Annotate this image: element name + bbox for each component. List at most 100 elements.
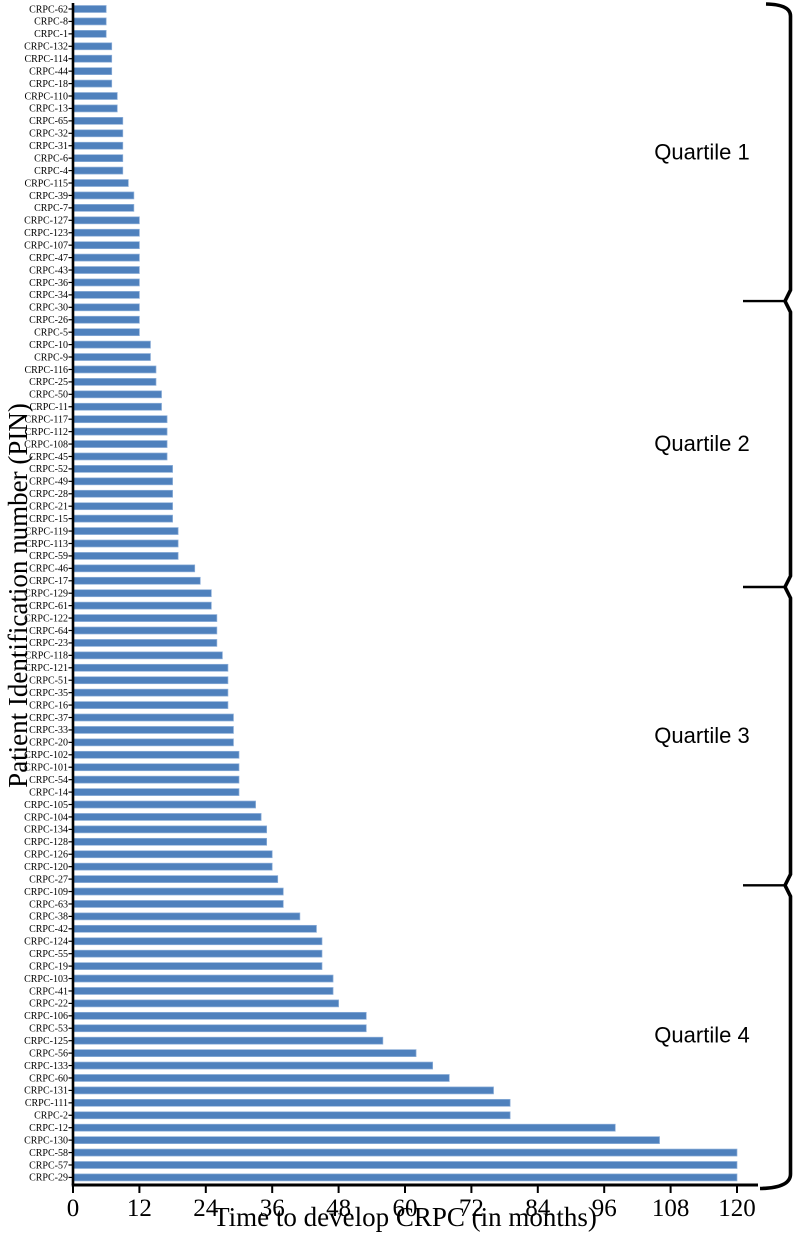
- category-label: CRPC-124: [24, 937, 68, 948]
- bar: [72, 30, 107, 38]
- category-label: CRPC-121: [24, 663, 68, 674]
- category-label: CRPC-102: [24, 750, 68, 761]
- x-tick-label: 24: [193, 1195, 219, 1222]
- x-tick-label: 0: [67, 1195, 80, 1222]
- bar: [72, 1074, 450, 1082]
- category-label: CRPC-43: [29, 265, 68, 276]
- category-label: CRPC-109: [24, 887, 68, 898]
- bar: [72, 1123, 616, 1132]
- category-label: CRPC-57: [29, 1160, 68, 1171]
- bar: [72, 514, 173, 523]
- category-label: CRPC-119: [24, 526, 68, 537]
- bar: [72, 825, 268, 834]
- bar: [72, 440, 168, 448]
- category-label: CRPC-17: [29, 576, 68, 587]
- bar: [72, 1061, 434, 1070]
- bar: [72, 1024, 367, 1033]
- bar: [72, 452, 168, 461]
- category-label: CRPC-122: [24, 613, 68, 624]
- bar: [72, 328, 140, 337]
- bar: [72, 738, 234, 747]
- category-label: CRPC-1: [34, 29, 68, 40]
- bar: [72, 576, 201, 585]
- category-label: CRPC-19: [29, 961, 68, 972]
- category-label: CRPC-5: [34, 327, 68, 338]
- x-axis-title: Time to develop CRPC (in months): [213, 1202, 597, 1232]
- category-label: CRPC-111: [25, 1098, 68, 1109]
- category-label: CRPC-129: [24, 589, 68, 600]
- category-label: CRPC-22: [29, 999, 68, 1010]
- bar: [72, 104, 118, 113]
- bar: [72, 390, 162, 399]
- bar: [72, 204, 135, 212]
- category-label: CRPC-60: [29, 1073, 68, 1084]
- bar: [72, 589, 212, 598]
- category-label: CRPC-2: [34, 1111, 68, 1122]
- bar: [72, 564, 196, 573]
- bar: [72, 79, 113, 88]
- category-label: CRPC-56: [29, 1048, 68, 1059]
- category-label: CRPC-45: [29, 452, 68, 463]
- category-label: CRPC-42: [29, 924, 68, 935]
- bar: [72, 987, 334, 995]
- quartile-brace: [759, 2, 793, 1191]
- category-label: CRPC-7: [34, 203, 68, 214]
- category-label: CRPC-47: [29, 253, 68, 264]
- x-tick-label: 60: [393, 1195, 418, 1222]
- category-label: CRPC-127: [24, 216, 68, 227]
- category-label: CRPC-65: [29, 116, 68, 127]
- bar: [72, 850, 273, 859]
- category-label: CRPC-28: [29, 489, 68, 500]
- category-label: CRPC-132: [24, 42, 68, 53]
- category-label: CRPC-10: [29, 340, 68, 351]
- bar: [72, 1011, 367, 1020]
- category-label: CRPC-120: [24, 862, 68, 873]
- category-label: CRPC-6: [34, 153, 68, 164]
- x-tick-label: 108: [652, 1195, 690, 1222]
- bar: [72, 924, 317, 933]
- x-tick-label: 12: [127, 1195, 152, 1222]
- bar: [72, 626, 218, 635]
- category-label: CRPC-134: [24, 825, 68, 836]
- bar: [72, 962, 323, 970]
- category-label: CRPC-8: [34, 17, 68, 28]
- bar: [72, 5, 107, 13]
- bar: [72, 365, 157, 374]
- category-label: CRPC-114: [24, 54, 68, 65]
- category-label: CRPC-30: [29, 303, 68, 314]
- category-label: CRPC-107: [24, 240, 68, 251]
- category-label: CRPC-39: [29, 191, 68, 202]
- category-label: CRPC-110: [24, 91, 68, 102]
- bar: [72, 912, 301, 921]
- bar: [72, 1049, 417, 1057]
- category-label: CRPC-130: [24, 1135, 68, 1146]
- category-label: CRPC-41: [29, 986, 68, 997]
- bar: [72, 539, 179, 548]
- bar: [72, 67, 113, 76]
- bar: [72, 1098, 511, 1107]
- category-label: CRPC-35: [29, 688, 68, 699]
- category-label: CRPC-26: [29, 315, 68, 326]
- bar: [72, 1161, 738, 1169]
- bar: [72, 415, 168, 424]
- category-label: CRPC-117: [24, 414, 68, 425]
- bar: [72, 788, 240, 796]
- bar: [72, 1173, 738, 1182]
- x-tick-label: 72: [459, 1195, 484, 1222]
- category-label: CRPC-131: [24, 1086, 68, 1097]
- category-label: CRPC-115: [24, 178, 68, 189]
- category-label: CRPC-51: [29, 676, 68, 687]
- category-label: CRPC-12: [29, 1123, 68, 1134]
- category-label: CRPC-54: [29, 775, 68, 786]
- category-label: CRPC-11: [29, 402, 68, 413]
- category-label: CRPC-9: [34, 352, 68, 363]
- quartile-label: Quartile 3: [654, 723, 749, 748]
- bar: [72, 875, 279, 883]
- bar: [72, 129, 124, 138]
- category-label: CRPC-37: [29, 713, 68, 724]
- x-tick-label: 36: [260, 1195, 285, 1222]
- category-label: CRPC-13: [29, 104, 68, 115]
- bar: [72, 179, 129, 187]
- category-label: CRPC-38: [29, 912, 68, 923]
